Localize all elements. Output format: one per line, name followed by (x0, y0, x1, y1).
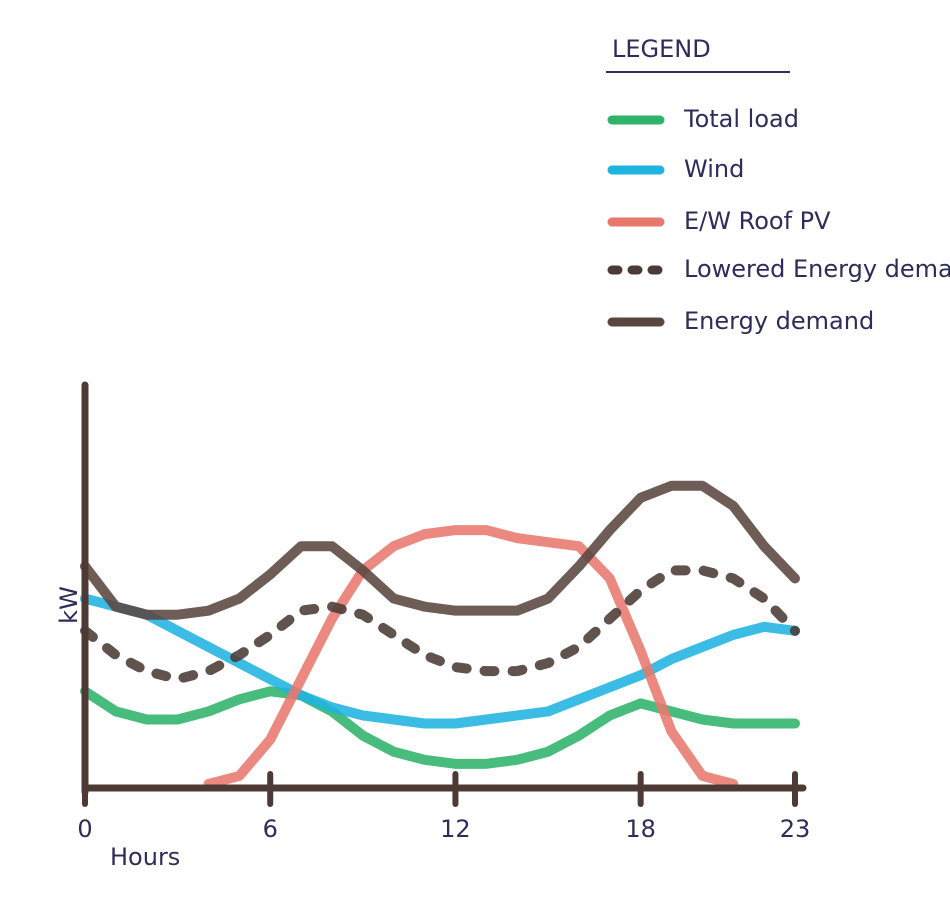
x-tick-label: 0 (77, 815, 92, 843)
series-line (80, 686, 800, 769)
series-line (80, 565, 800, 685)
legend-label: Lowered Energy demand (684, 255, 950, 283)
legend-label: Total load (683, 105, 799, 133)
y-axis-label: kW (55, 586, 83, 624)
series-line (203, 525, 739, 789)
series-line (80, 480, 800, 620)
x-axis-label: Hours (110, 843, 180, 871)
x-tick-label: 6 (263, 815, 278, 843)
x-tick-label: 23 (780, 815, 811, 843)
legend-title: LEGEND (612, 35, 711, 63)
x-tick-label: 18 (625, 815, 656, 843)
legend-label: E/W Roof PV (684, 207, 831, 235)
x-tick-label: 12 (440, 815, 471, 843)
legend-label: Energy demand (684, 307, 874, 335)
legend-label: Wind (684, 155, 744, 183)
series-line (80, 593, 800, 729)
